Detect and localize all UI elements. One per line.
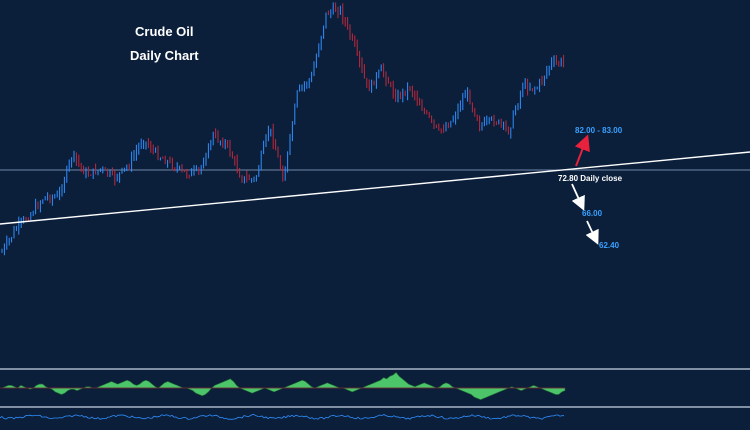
chart-subtitle: Daily Chart: [130, 48, 199, 63]
ascending-trendline: [0, 151, 750, 225]
arrow-down-1: [571, 183, 585, 211]
arrow-down-2: [585, 220, 599, 245]
target-down-2-label: 62.40: [599, 241, 620, 250]
arrow-up: [574, 134, 590, 167]
chart-title: Crude Oil: [135, 24, 194, 39]
daily-close-label: 72.80 Daily close: [558, 174, 623, 183]
target-up-label: 82.00 - 83.00: [575, 126, 623, 135]
target-down-1-label: 66.00: [582, 209, 603, 218]
macd-histogram: [1, 371, 566, 401]
oscillator-line: [0, 414, 565, 420]
